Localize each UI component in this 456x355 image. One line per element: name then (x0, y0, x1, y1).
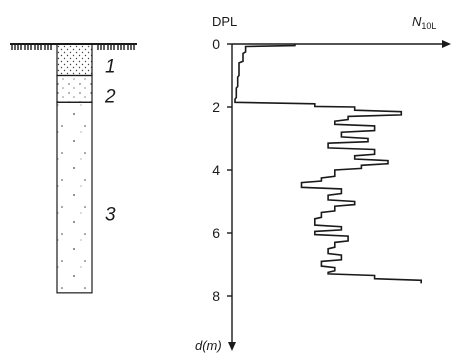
chart-title: DPL (212, 14, 237, 29)
y-axis-arrow (228, 342, 236, 351)
x-axis-arrow (442, 40, 451, 48)
y-axis-label: d(m) (195, 338, 222, 353)
soil-layer-label-2: 2 (104, 86, 116, 107)
x-axis-label: N10L (412, 14, 436, 31)
y-tick-label-4: 8 (212, 288, 220, 304)
y-tick-label-2: 4 (212, 162, 220, 178)
soil-layer-label-1: 1 (105, 56, 116, 77)
y-tick-label-1: 2 (212, 99, 220, 115)
x-axis-label-main: N (412, 14, 422, 29)
soil-column: 1 2 3 (56, 43, 116, 294)
y-ticks: 0 2 4 6 8 (212, 36, 232, 304)
soil-layer-3 (56, 101, 93, 294)
y-tick-label-3: 6 (212, 225, 220, 241)
soil-layer-2 (56, 74, 93, 103)
chart-axes (228, 40, 451, 351)
dpl-series-line (234, 44, 422, 284)
soil-layer-1 (56, 43, 93, 77)
x-axis-label-subscript: 10L (421, 21, 436, 31)
y-tick-label-0: 0 (212, 36, 220, 52)
soil-layer-label-3: 3 (105, 204, 116, 225)
